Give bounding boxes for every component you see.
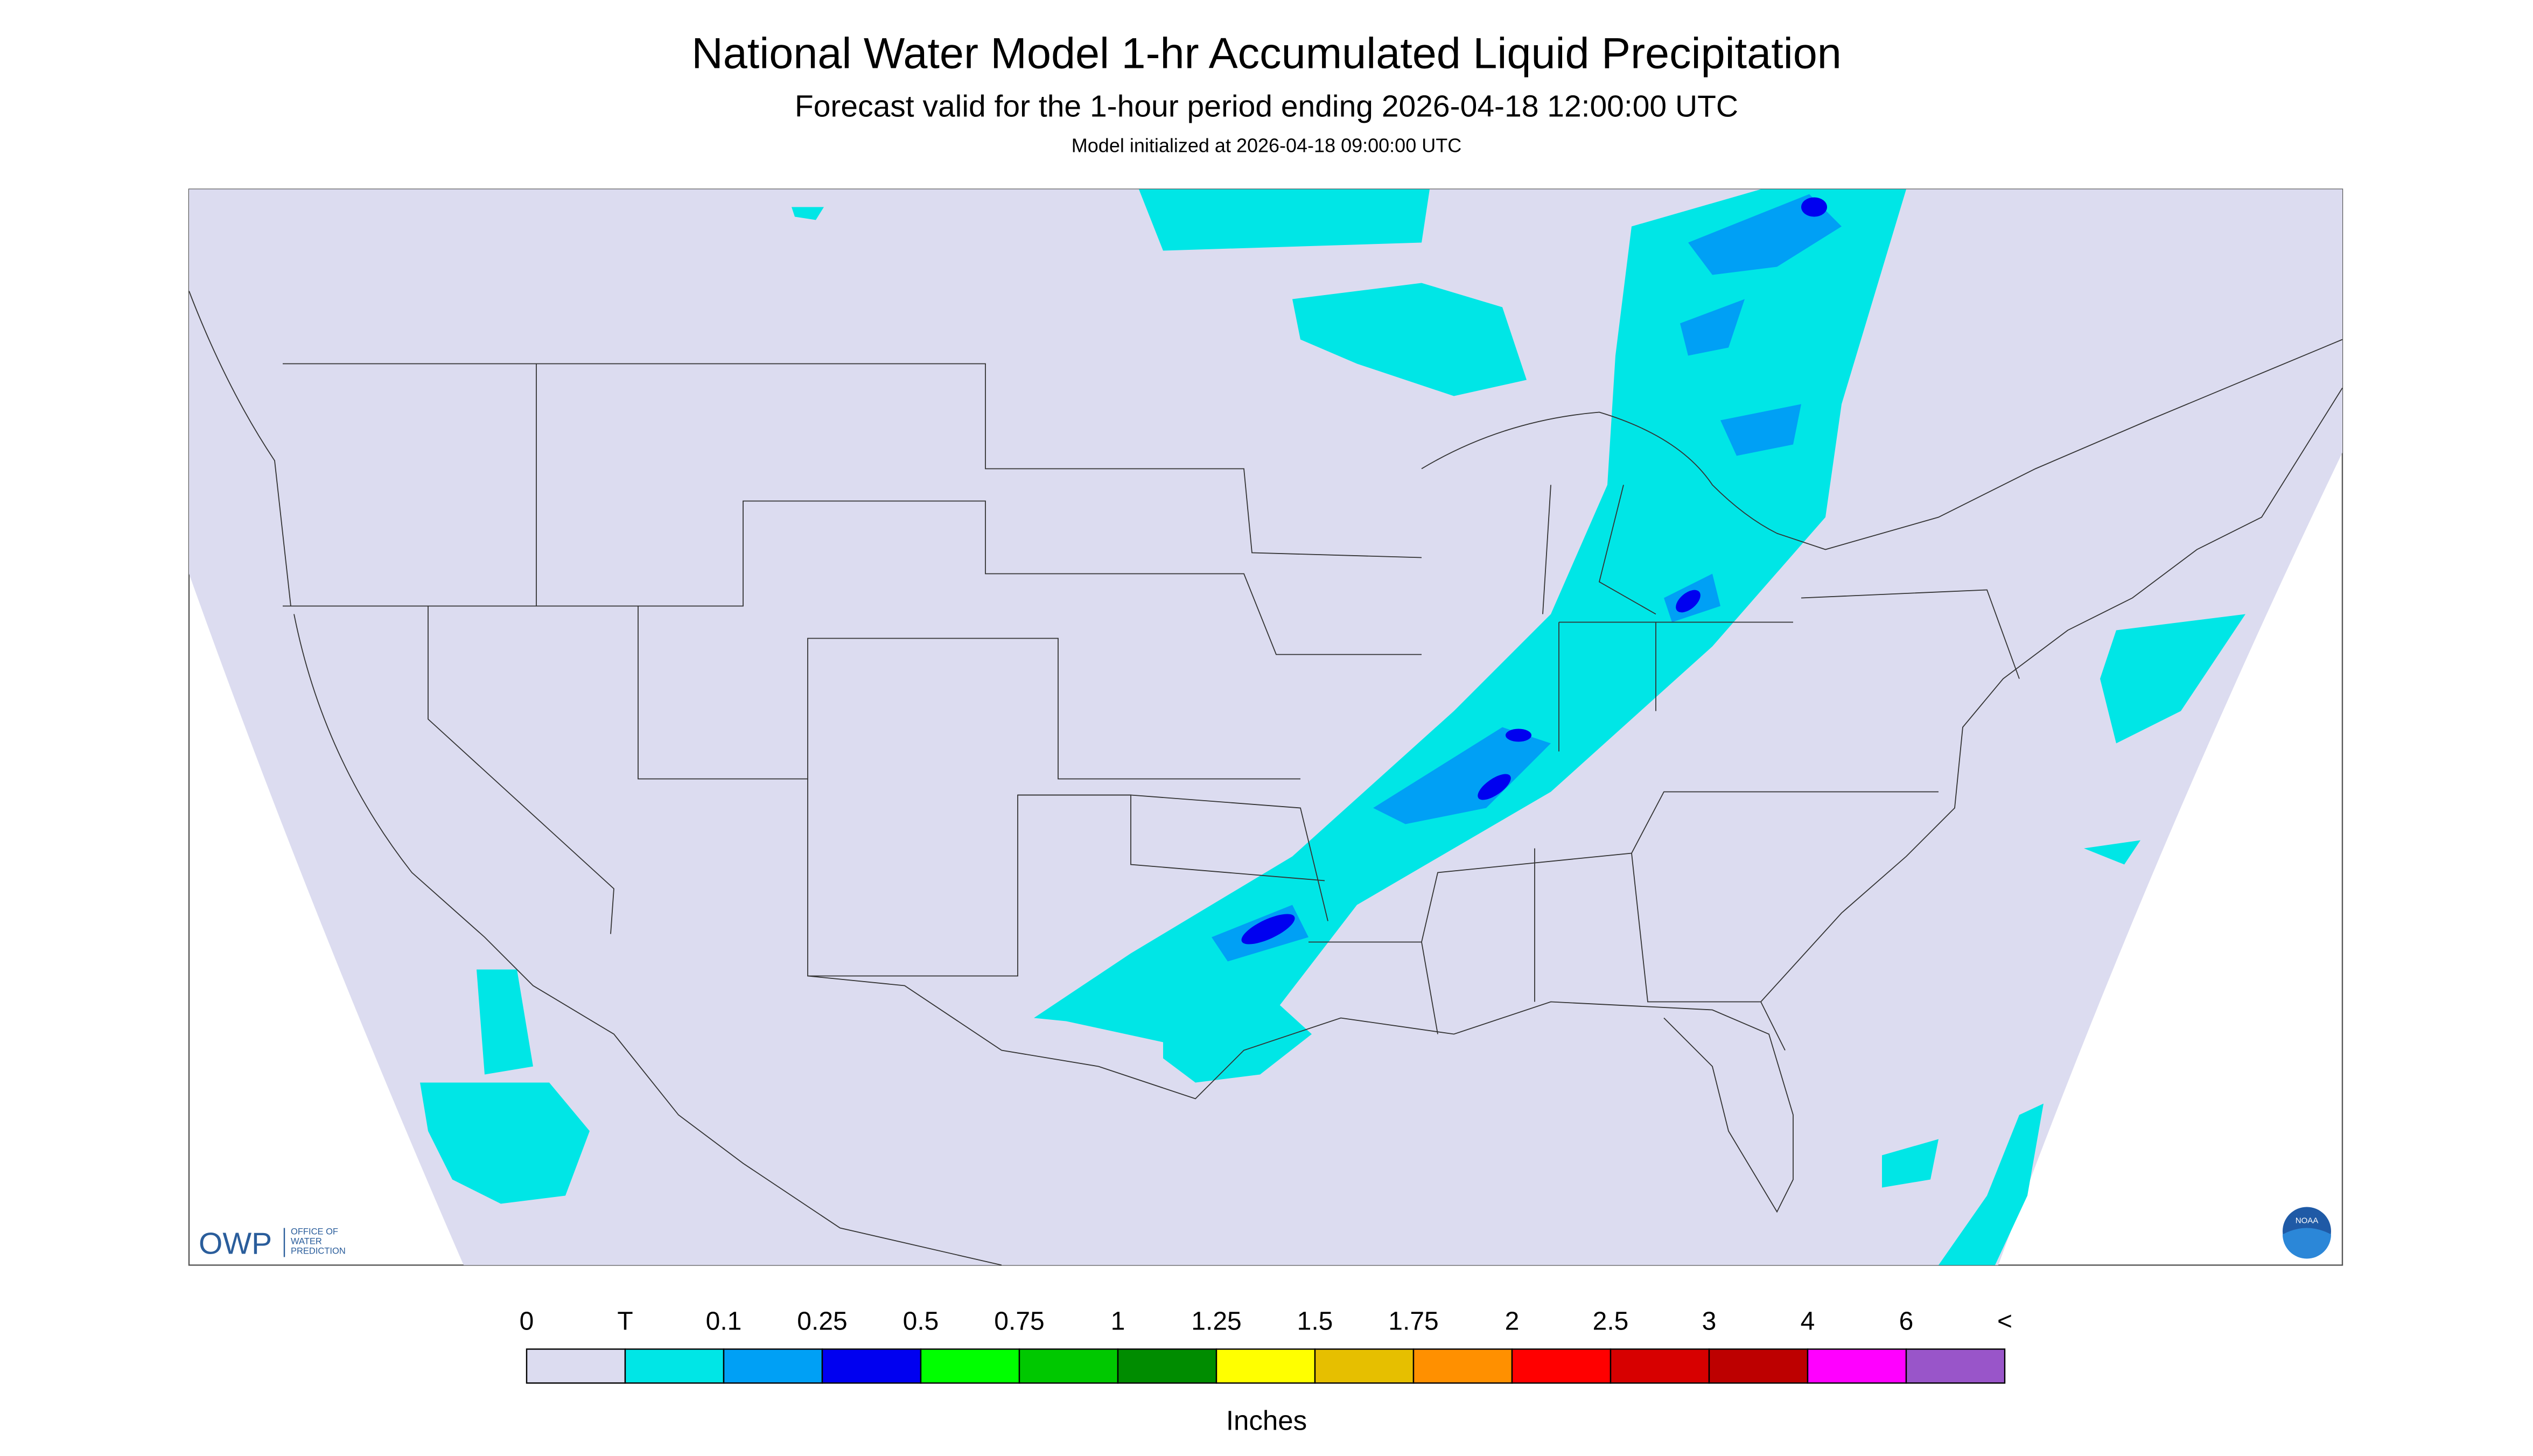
legend-label: 0.25 bbox=[797, 1307, 847, 1336]
legend-label: < bbox=[1997, 1307, 2012, 1336]
legend-label: 2.5 bbox=[1593, 1307, 1629, 1336]
logo-line: WATER bbox=[291, 1237, 322, 1247]
legend-swatch bbox=[1708, 1348, 1809, 1384]
legend-label: 1.75 bbox=[1388, 1307, 1438, 1336]
legend-swatch bbox=[1412, 1348, 1513, 1384]
legend-label: 1.5 bbox=[1297, 1307, 1333, 1336]
noaa-text: NOAA bbox=[2296, 1216, 2319, 1226]
legend-swatch bbox=[1117, 1348, 1217, 1384]
logo-line: PREDICTION bbox=[291, 1247, 346, 1256]
legend-swatch bbox=[1511, 1348, 1612, 1384]
legend-swatch bbox=[624, 1348, 725, 1384]
legend-swatch bbox=[1018, 1348, 1119, 1384]
legend-label: 0.75 bbox=[994, 1307, 1044, 1336]
subtitle: Forecast valid for the 1-hour period end… bbox=[795, 89, 1738, 124]
legend-swatch bbox=[1807, 1348, 1907, 1384]
legend-label: 3 bbox=[1702, 1307, 1717, 1336]
legend-label: 2 bbox=[1505, 1307, 1520, 1336]
legend-label: T bbox=[617, 1307, 633, 1336]
precip-light bbox=[420, 189, 2245, 1265]
legend-label: 0.5 bbox=[903, 1307, 939, 1336]
title: National Water Model 1-hr Accumulated Li… bbox=[691, 30, 1842, 78]
legend-swatch bbox=[1314, 1348, 1415, 1384]
legend-label: 1.25 bbox=[1191, 1307, 1241, 1336]
owp-logo: OWP OFFICE OF WATER PREDICTION bbox=[199, 1227, 346, 1261]
init-note: Model initialized at 2026-04-18 09:00:00… bbox=[1072, 135, 1461, 157]
logo-line: OFFICE OF bbox=[291, 1227, 338, 1237]
legend-label: 1 bbox=[1111, 1307, 1125, 1336]
legend-title: Inches bbox=[1226, 1405, 1307, 1436]
legend-swatch bbox=[1905, 1348, 2006, 1384]
precip-moderate bbox=[1212, 194, 1842, 962]
legend-label: 0.1 bbox=[706, 1307, 742, 1336]
legend-swatch bbox=[821, 1348, 922, 1384]
map: OWP OFFICE OF WATER PREDICTION NOAA bbox=[188, 188, 2343, 1266]
legend: 0 T 0.1 0.25 0.5 0.75 1 1.25 1.5 1.75 2 2.5 3 4 6 < bbox=[520, 1307, 2012, 1384]
logo-acronym: OWP bbox=[199, 1227, 272, 1261]
legend-swatch bbox=[1610, 1348, 1710, 1384]
legend-label: 6 bbox=[1899, 1307, 1914, 1336]
legend-swatch bbox=[723, 1348, 823, 1384]
legend-swatch bbox=[1215, 1348, 1316, 1384]
noaa-logo: NOAA bbox=[2283, 1207, 2331, 1259]
legend-swatch bbox=[920, 1348, 1020, 1384]
legend-label: 4 bbox=[1801, 1307, 1815, 1336]
state-borders bbox=[188, 291, 2343, 1266]
legend-label: 0 bbox=[520, 1307, 534, 1336]
precip-heavy bbox=[1241, 197, 1827, 944]
legend-swatch bbox=[526, 1348, 626, 1384]
